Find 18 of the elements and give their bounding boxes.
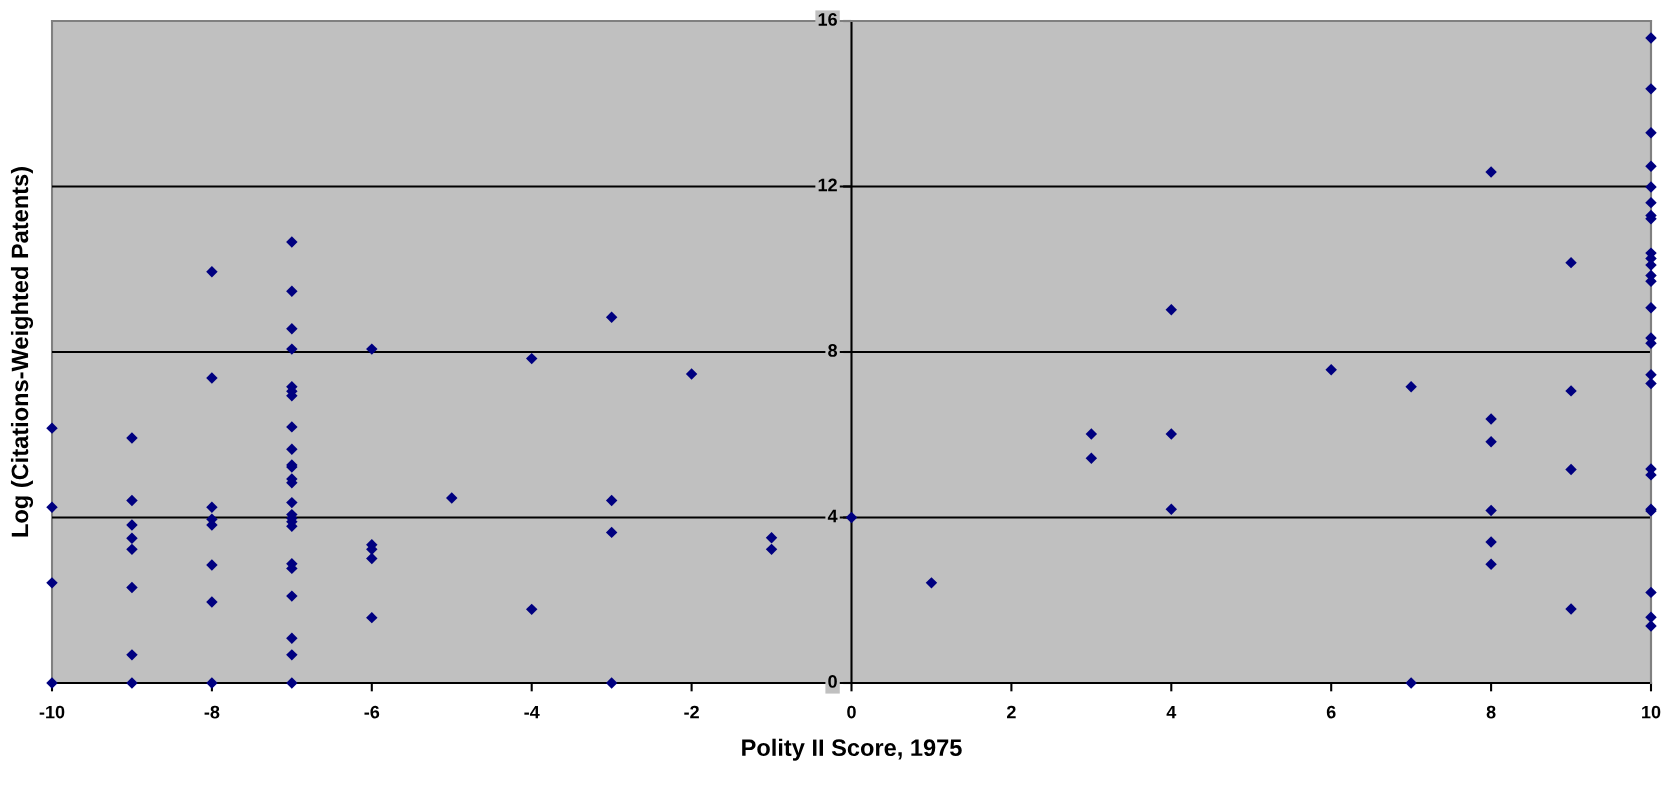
x-tick-label: 6 <box>1326 705 1336 719</box>
x-tick-label: -10 <box>39 705 65 719</box>
y-tick-label: 0 <box>828 675 837 688</box>
x-tick-label: 4 <box>1166 705 1177 719</box>
y-axis-title: Log (Citations-Weighted Patents) <box>10 167 34 537</box>
x-tick-label: 2 <box>1007 705 1016 719</box>
y-tick-label: 4 <box>827 509 838 523</box>
x-tick-label: 10 <box>1642 705 1661 719</box>
x-tick-label: -8 <box>204 705 220 719</box>
y-tick-label: 8 <box>828 344 838 357</box>
x-tick-label: -6 <box>364 705 380 719</box>
x-tick-label: -4 <box>524 705 540 719</box>
x-tick-label: 8 <box>1486 705 1496 719</box>
y-tick-label: 16 <box>818 13 837 26</box>
x-axis-title: Polity II Score, 1975 <box>742 738 962 761</box>
x-tick-label: 0 <box>847 705 856 719</box>
x-tick-label: -2 <box>684 705 699 719</box>
y-tick-label: 12 <box>818 178 837 192</box>
